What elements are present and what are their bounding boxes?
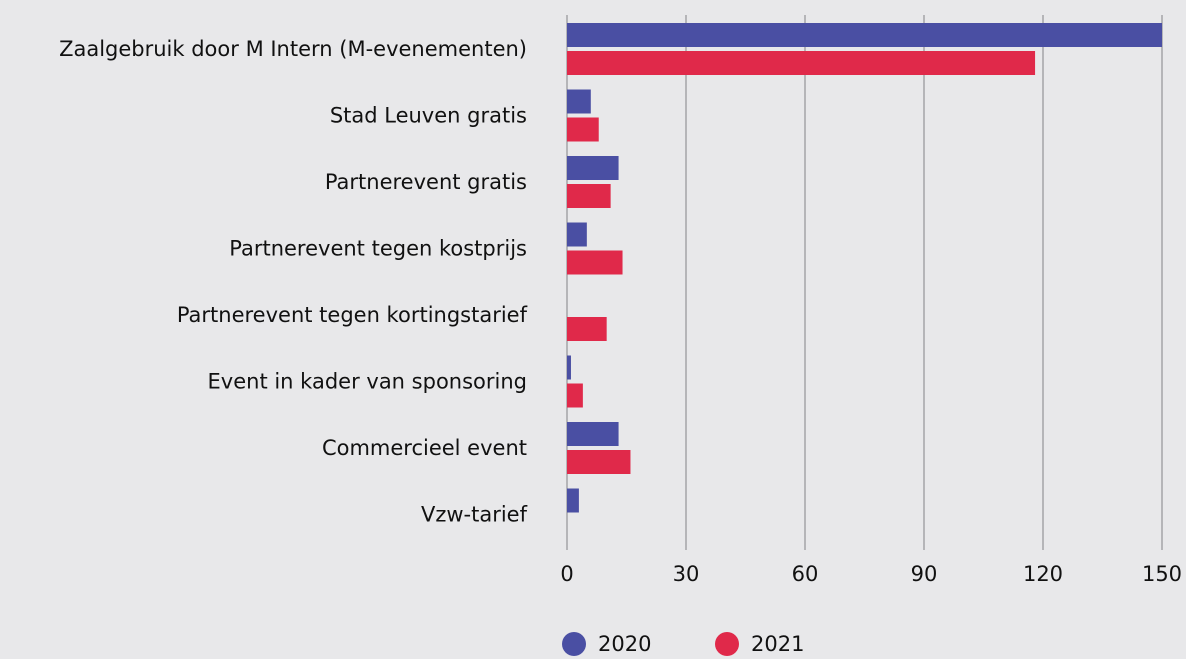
bar <box>567 51 1036 75</box>
y-tick-label: Commercieel event <box>322 436 527 460</box>
x-tick-label: 90 <box>911 562 938 586</box>
y-tick-label: Partnerevent tegen kostprijs <box>229 237 527 261</box>
y-tick-label: Event in kader van sponsoring <box>208 370 527 394</box>
x-tick-label: 60 <box>792 562 819 586</box>
bar <box>567 450 631 474</box>
legend-label: 2021 <box>751 632 804 656</box>
bar <box>567 422 619 446</box>
bar <box>567 317 607 341</box>
bar <box>567 117 599 142</box>
x-tick-label: 150 <box>1142 562 1182 586</box>
legend-marker <box>562 632 586 656</box>
y-tick-label: Stad Leuven gratis <box>330 104 527 128</box>
bar <box>567 383 583 408</box>
bar <box>567 23 1162 47</box>
y-tick-label: Zaalgebruik door M Intern (M-evenementen… <box>59 37 527 61</box>
legend-marker <box>715 632 739 656</box>
y-tick-label: Vzw-tarief <box>421 503 528 527</box>
x-tick-label: 30 <box>673 562 700 586</box>
bar <box>567 156 619 180</box>
y-tick-label: Partnerevent gratis <box>325 170 527 194</box>
y-tick-label: Partnerevent tegen kortingstarief <box>177 303 528 327</box>
bar <box>567 488 579 513</box>
bar <box>567 184 611 208</box>
bar <box>567 250 623 275</box>
x-tick-label: 0 <box>560 562 573 586</box>
bar <box>567 222 587 247</box>
legend-label: 2020 <box>598 632 651 656</box>
x-tick-label: 120 <box>1023 562 1063 586</box>
bar <box>567 89 591 114</box>
bar <box>567 355 571 380</box>
